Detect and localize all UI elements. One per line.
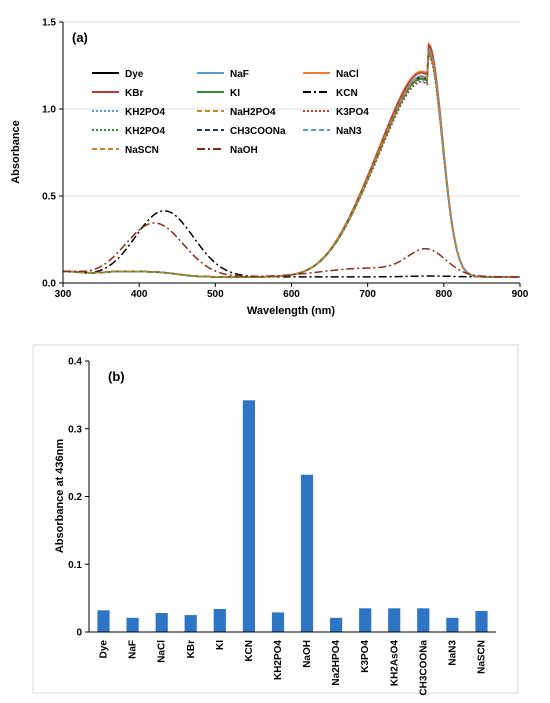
bar <box>184 615 197 632</box>
bar-y-tick-label: 0.3 <box>68 424 82 435</box>
spectrum-line <box>63 222 520 278</box>
bar <box>330 617 343 632</box>
spectra-y-tick-label: 1.0 <box>42 105 56 116</box>
bar-y-ticks: 0 0.1 0.2 0.3 0.4 <box>68 357 89 639</box>
bar-category-label: KH2PO4 <box>273 640 284 680</box>
bar-panel-label: (b) <box>108 369 125 384</box>
bar-category-label: NaSCN <box>477 640 488 674</box>
bar-y-tick-label: 0.1 <box>68 560 82 571</box>
bar-category-label: Na2HPO4 <box>331 640 342 686</box>
spectra-y-tick-label: 1.5 <box>42 18 56 29</box>
legend-label: K3PO4 <box>336 107 369 118</box>
bar-y-axis-title: Absorbance at 436nm <box>54 439 66 554</box>
spectra-x-tick-label: 900 <box>512 289 529 300</box>
bar-y-tick-label: 0.4 <box>68 357 82 368</box>
spectra-x-ticks: 300 400 500 600 700 800 900 <box>55 283 529 300</box>
legend-label: CH3COONa <box>230 126 286 137</box>
legend-label: Dye <box>125 69 144 80</box>
legend-label: KH2PO4 <box>125 126 165 137</box>
bar <box>475 611 488 632</box>
legend-label: KH2PO4 <box>125 107 165 118</box>
bar <box>126 617 139 632</box>
bar-category-label: Dye <box>99 640 110 659</box>
spectra-y-ticks: 0.0 0.5 1.0 1.5 <box>42 18 63 290</box>
spectrum-line <box>62 50 520 278</box>
legend-label: NaH2PO4 <box>230 107 276 118</box>
spectrum-line <box>62 50 520 278</box>
legend-label: NaOH <box>230 145 258 156</box>
bar-category-label: K3PO4 <box>360 640 371 673</box>
bar-chart: 0 0.1 0.2 0.3 0.4 Dye NaF NaCl KBr KI KCN KH2PO4 Na… <box>32 344 519 696</box>
spectra-legend: Dye NaF NaCl KBr KI KCN KH2PO4 NaH2PO4 K3PO4 KH2P… <box>92 69 369 156</box>
bar-category-label: KI <box>215 640 226 650</box>
bar-y-tick-label: 0 <box>76 628 82 639</box>
bar <box>417 608 430 632</box>
bar-category-label: NaN3 <box>447 640 458 666</box>
spectra-panel-label: (a) <box>72 30 88 45</box>
spectra-x-tick-label: 800 <box>435 289 452 300</box>
spectra-chart: 300 400 500 600 700 800 900 0.0 0.5 1.0 1.5 Wavel… <box>10 18 529 318</box>
spectrum-line <box>63 210 520 278</box>
bar <box>388 608 401 632</box>
legend-label: NaSCN <box>125 145 159 156</box>
spectrum-line <box>62 47 520 278</box>
spectra-x-tick-label: 300 <box>55 289 72 300</box>
bar <box>213 609 226 632</box>
bar <box>446 617 459 632</box>
spectrum-line <box>62 48 520 278</box>
legend-label: KCN <box>336 88 358 99</box>
spectra-y-tick-label: 0.5 <box>42 192 56 203</box>
spectra-x-tick-label: 700 <box>359 289 376 300</box>
spectra-x-tick-label: 600 <box>283 289 300 300</box>
bar <box>97 610 110 632</box>
spectrum-line <box>62 48 520 278</box>
bar-category-label: KH2AsO4 <box>389 640 400 687</box>
bar-series <box>97 400 488 632</box>
bar-chart-frame <box>32 344 519 694</box>
bar-category-labels: Dye NaF NaCl KBr KI KCN KH2PO4 NaOH Na2HPO4 K3PO4… <box>99 640 488 696</box>
spectrum-line <box>62 48 520 278</box>
bar <box>271 612 285 632</box>
spectra-series <box>62 42 520 278</box>
bar <box>300 474 314 632</box>
spectra-y-tick-label: 0.0 <box>42 279 56 290</box>
bar-category-label: NaCl <box>157 640 168 663</box>
bar-category-label: KBr <box>186 640 197 658</box>
legend-label: KI <box>230 88 240 99</box>
bar-y-tick-label: 0.2 <box>68 492 82 503</box>
legend-label: NaF <box>230 69 249 80</box>
spectra-x-tick-label: 500 <box>207 289 224 300</box>
spectrum-line <box>62 48 520 278</box>
bar-category-label: NaF <box>128 640 139 659</box>
bar <box>359 608 372 632</box>
bar-category-label: KCN <box>244 640 255 662</box>
bar-category-label: NaOH <box>302 640 313 668</box>
spectra-x-tick-label: 400 <box>131 289 148 300</box>
bar <box>155 613 168 632</box>
bar <box>242 400 255 632</box>
legend-label: NaCl <box>336 69 359 80</box>
spectra-x-axis-title: Wavelength (nm) <box>247 305 336 317</box>
legend-label: KBr <box>125 88 143 99</box>
legend-label: NaN3 <box>336 126 362 137</box>
spectra-gridlines <box>63 21 520 197</box>
bar-category-label: CH3COONa <box>418 640 429 696</box>
spectrum-line <box>62 47 520 278</box>
spectra-y-axis-title: Absorbance <box>10 120 22 184</box>
